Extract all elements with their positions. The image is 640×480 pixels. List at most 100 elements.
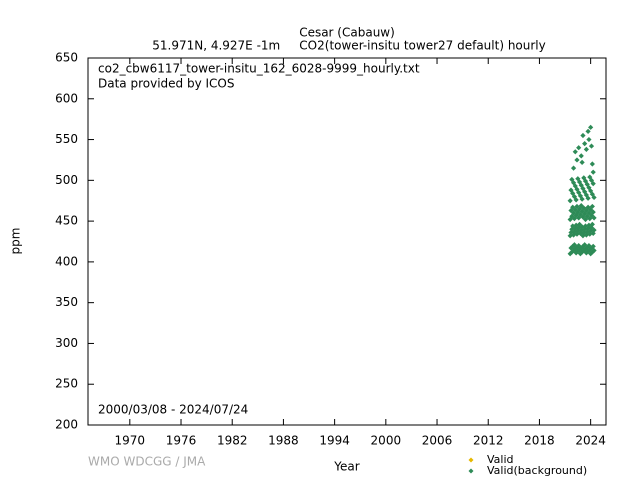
chart-title: Cesar (Cabauw) <box>299 26 395 40</box>
point <box>590 209 596 215</box>
point <box>567 251 573 257</box>
annotation: 2000/03/08 - 2024/07/24 <box>98 403 248 417</box>
point <box>580 185 586 192</box>
point <box>582 223 589 229</box>
point <box>591 247 597 254</box>
point <box>579 249 585 255</box>
point <box>589 203 595 210</box>
point <box>576 206 583 212</box>
point <box>583 207 589 214</box>
point <box>591 227 597 233</box>
point <box>586 242 592 249</box>
x-tick-label: 1982 <box>217 434 248 448</box>
point <box>579 159 585 165</box>
x-tick-label: 2018 <box>524 434 555 448</box>
point <box>586 222 592 228</box>
point <box>572 149 578 155</box>
point <box>576 145 582 151</box>
y-tick-label: 500 <box>55 173 78 187</box>
point <box>574 157 580 163</box>
point <box>586 136 592 143</box>
point <box>576 179 583 185</box>
point <box>570 223 576 229</box>
point <box>585 195 591 201</box>
y-axis-label: ppm <box>9 228 23 255</box>
point <box>582 246 589 252</box>
x-tick-label: 1988 <box>268 434 299 448</box>
x-tick-label: 2006 <box>422 434 453 448</box>
legend-label: Valid(background) <box>487 464 587 477</box>
point <box>589 249 595 255</box>
x-tick-label: 2012 <box>473 434 504 448</box>
point <box>579 224 585 230</box>
point <box>590 243 596 249</box>
y-tick-label: 200 <box>55 418 78 432</box>
point <box>585 128 591 134</box>
y-tick-label: 400 <box>55 254 78 268</box>
point <box>589 221 595 227</box>
point <box>586 210 592 216</box>
annotation: Data provided by ICOS <box>98 77 234 91</box>
point <box>579 208 585 214</box>
point <box>583 192 589 198</box>
y-tick-label: 250 <box>55 377 78 391</box>
point <box>573 250 579 256</box>
point <box>582 178 589 184</box>
chart-subtitle: 51.971N, 4.927E -1m CO2(tower-insitu tow… <box>152 39 546 53</box>
point <box>570 190 576 196</box>
point <box>567 233 573 239</box>
y-tick-label: 600 <box>55 91 78 105</box>
point <box>573 197 579 203</box>
point <box>570 232 577 238</box>
x-tick-label: 1976 <box>166 434 197 448</box>
plot-frame <box>87 57 607 426</box>
point <box>586 185 592 191</box>
point <box>570 165 577 171</box>
point <box>582 141 588 147</box>
point <box>580 132 586 139</box>
point <box>580 243 586 249</box>
point <box>590 169 596 175</box>
point <box>570 210 577 216</box>
x-axis-label: Year <box>333 460 359 474</box>
annotation: co2_cbw6117_tower-insitu_162_6028-9999_h… <box>98 62 420 76</box>
point <box>580 233 586 239</box>
point <box>570 247 577 254</box>
point <box>579 196 585 202</box>
x-tick-label: 1970 <box>115 434 146 448</box>
point <box>570 180 577 186</box>
point <box>588 143 595 149</box>
y-tick-label: 350 <box>55 295 78 309</box>
point <box>567 216 573 223</box>
point <box>573 212 579 219</box>
point <box>570 243 576 249</box>
point <box>582 216 589 223</box>
y-tick-label: 550 <box>55 132 78 146</box>
y-tick-label: 450 <box>55 214 78 228</box>
point <box>570 204 576 210</box>
legend-marker <box>468 468 474 474</box>
x-tick-label: 1994 <box>319 434 350 448</box>
point <box>573 222 579 228</box>
legend-marker <box>468 457 474 463</box>
watermark: WMO WDCGG / JMA <box>88 455 206 469</box>
y-tick-label: 300 <box>55 336 78 350</box>
x-tick-label: 2000 <box>371 434 402 448</box>
point <box>591 194 597 201</box>
point <box>589 191 595 197</box>
x-tick-label: 2024 <box>575 434 606 448</box>
point <box>576 221 583 227</box>
point <box>580 214 586 220</box>
point <box>589 161 595 167</box>
point <box>590 180 596 187</box>
point <box>591 215 597 221</box>
point <box>578 153 584 159</box>
point <box>583 146 589 152</box>
point <box>576 247 583 253</box>
point <box>567 198 573 204</box>
legend-label: Valid <box>487 453 514 466</box>
point <box>588 124 594 130</box>
point <box>583 232 589 238</box>
point <box>583 250 589 256</box>
